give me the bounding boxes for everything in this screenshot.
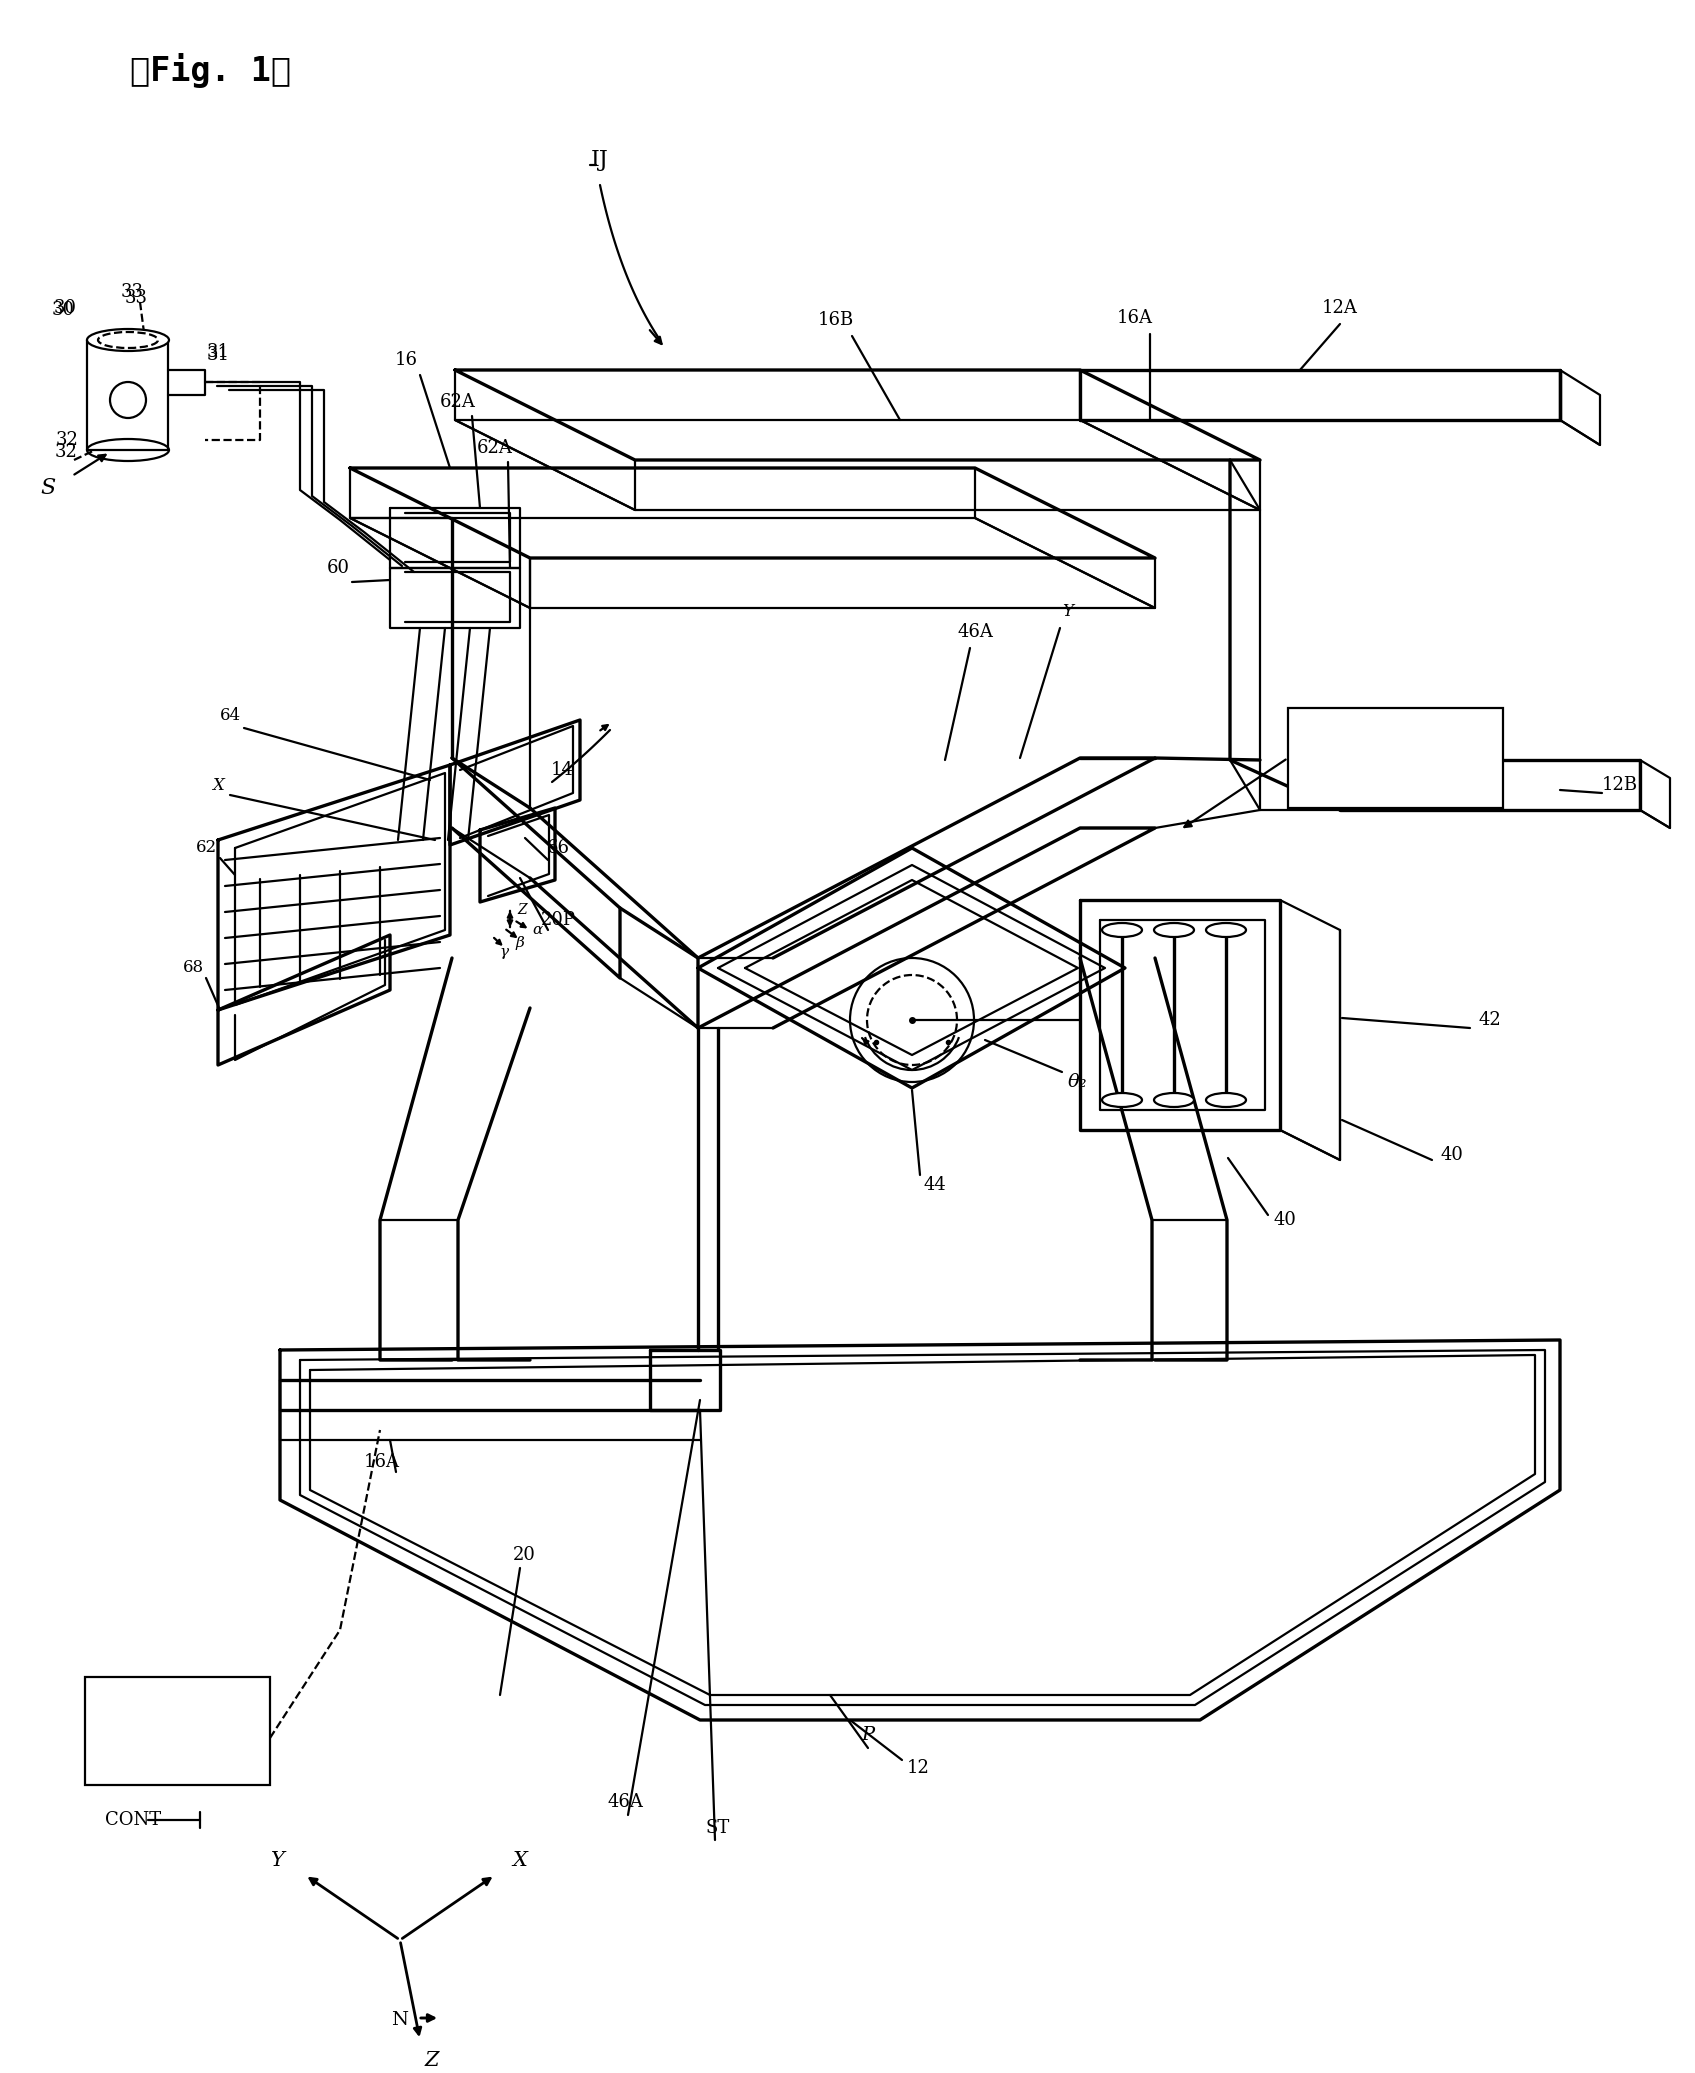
Text: 30: 30 — [51, 301, 75, 319]
Text: 【Fig. 1】: 【Fig. 1】 — [131, 52, 292, 87]
Text: X: X — [512, 1851, 527, 1870]
Text: γ: γ — [500, 945, 508, 960]
Text: 40: 40 — [1273, 1211, 1297, 1229]
Text: 33: 33 — [124, 288, 147, 307]
Text: S: S — [41, 477, 56, 500]
Text: 16A: 16A — [364, 1453, 400, 1472]
Text: X: X — [212, 777, 224, 794]
Text: 31: 31 — [207, 342, 229, 361]
Text: Z: Z — [517, 904, 527, 916]
Text: SUCKING
HOLDING
UNIT: SUCKING HOLDING UNIT — [1366, 736, 1424, 779]
Text: 30: 30 — [54, 299, 76, 317]
Text: 32: 32 — [56, 431, 78, 450]
Text: Y: Y — [271, 1851, 285, 1870]
Ellipse shape — [1154, 922, 1193, 937]
Ellipse shape — [1154, 1092, 1193, 1107]
Text: 68: 68 — [183, 960, 203, 976]
Text: 32: 32 — [54, 444, 78, 460]
Text: CONT: CONT — [105, 1812, 161, 1828]
Text: IJ: IJ — [592, 149, 609, 170]
Text: 42: 42 — [1478, 1012, 1502, 1028]
Bar — [1288, 709, 1503, 808]
Text: 50: 50 — [1444, 713, 1466, 732]
Text: 33: 33 — [120, 284, 144, 301]
Text: 66: 66 — [546, 840, 570, 856]
Text: CONTROL
UNIT: CONTROL UNIT — [147, 1716, 208, 1743]
Text: 20: 20 — [512, 1546, 536, 1563]
Text: 46A: 46A — [958, 624, 993, 641]
Text: N: N — [392, 2011, 408, 2029]
Ellipse shape — [86, 330, 170, 350]
Text: 16: 16 — [395, 350, 417, 369]
Text: 12A: 12A — [1322, 299, 1358, 317]
Text: 14: 14 — [551, 761, 573, 779]
Text: 40: 40 — [1441, 1146, 1463, 1165]
Text: 64: 64 — [219, 707, 241, 723]
Ellipse shape — [1102, 1092, 1142, 1107]
Ellipse shape — [1102, 922, 1142, 937]
Text: 44: 44 — [924, 1175, 946, 1194]
Bar — [85, 1677, 270, 1785]
Text: 20P: 20P — [541, 910, 575, 929]
Text: β: β — [515, 937, 524, 949]
Text: 46A: 46A — [607, 1793, 642, 1812]
Text: 62A: 62A — [476, 439, 514, 456]
Ellipse shape — [1207, 922, 1246, 937]
Text: 12: 12 — [907, 1760, 929, 1777]
Text: 60: 60 — [327, 560, 349, 576]
Text: Z: Z — [425, 2050, 439, 2069]
Text: Y: Y — [1063, 603, 1073, 620]
Text: θ₂: θ₂ — [1068, 1074, 1088, 1090]
Text: 12B: 12B — [1602, 775, 1637, 794]
Text: ST: ST — [705, 1818, 731, 1837]
Text: 31: 31 — [207, 346, 229, 365]
Text: 62A: 62A — [441, 394, 476, 410]
Text: α: α — [532, 922, 542, 937]
Text: 16A: 16A — [1117, 309, 1153, 328]
Text: 62: 62 — [195, 840, 217, 856]
Ellipse shape — [1207, 1092, 1246, 1107]
Text: P: P — [861, 1727, 875, 1743]
Text: 16B: 16B — [819, 311, 854, 330]
